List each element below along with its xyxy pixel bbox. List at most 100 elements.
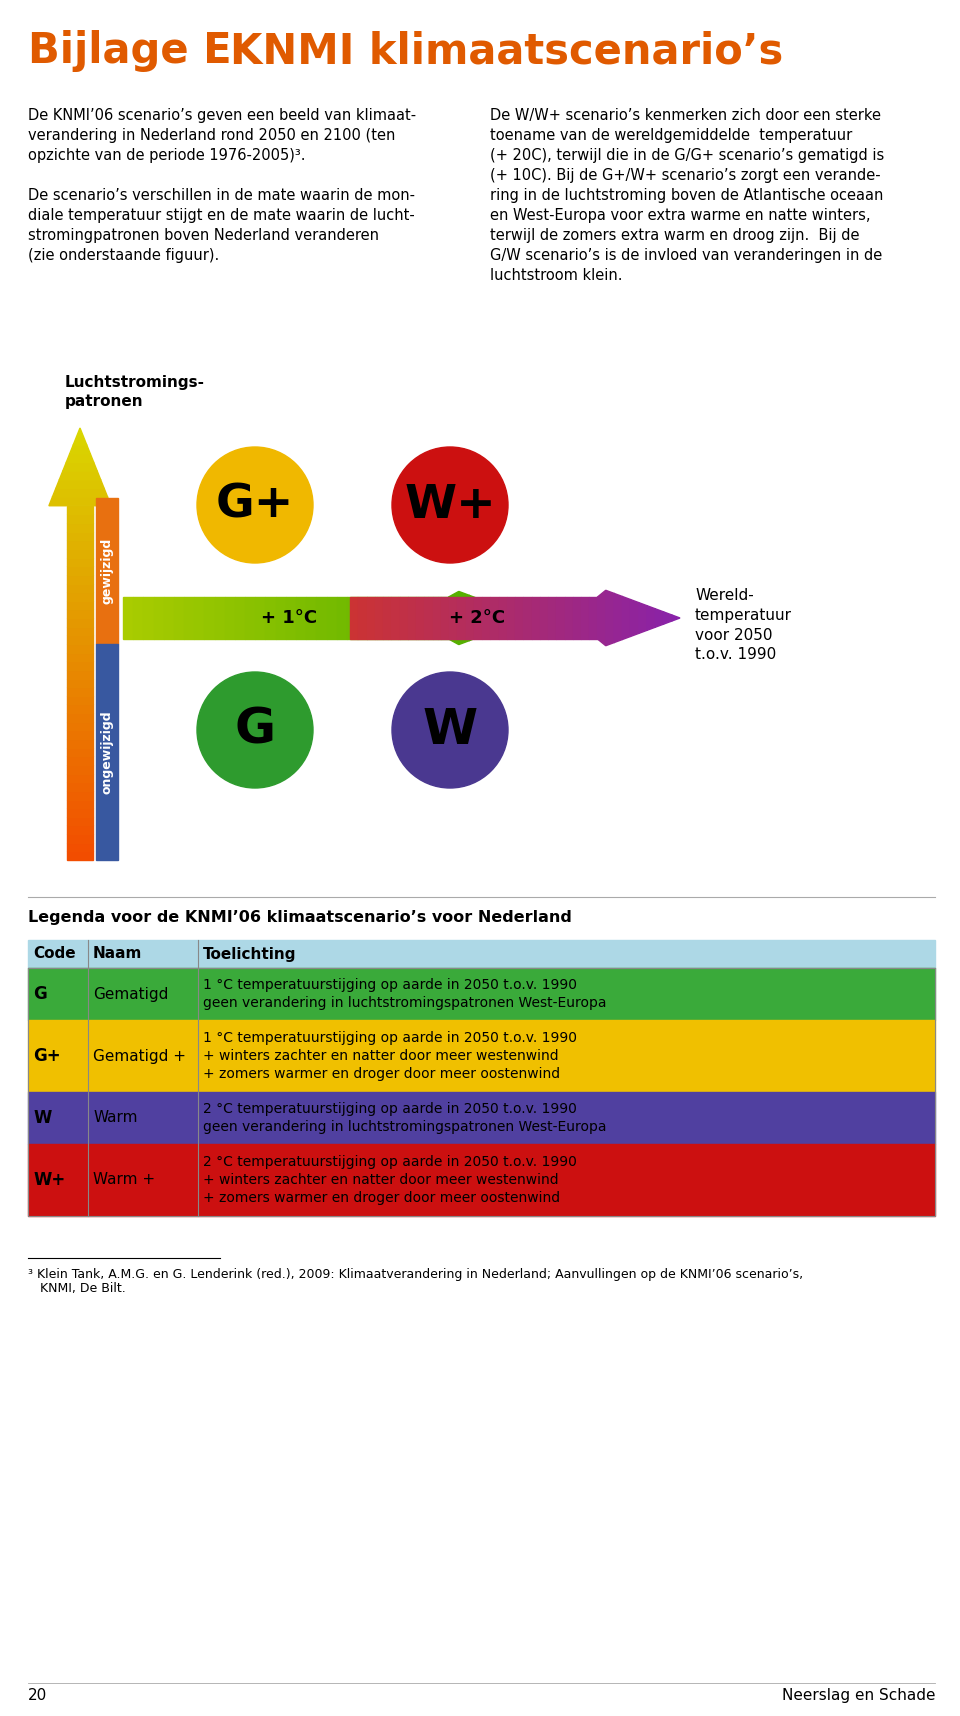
Polygon shape — [428, 597, 439, 638]
Polygon shape — [77, 427, 84, 436]
Text: 2 °C temperatuurstijging op aarde in 2050 t.o.v. 1990: 2 °C temperatuurstijging op aarde in 205… — [203, 1155, 577, 1169]
Text: opzichte van de periode 1976-2005)³.: opzichte van de periode 1976-2005)³. — [28, 148, 305, 163]
Text: Gematigd +: Gematigd + — [93, 1048, 186, 1064]
Polygon shape — [448, 592, 459, 645]
Polygon shape — [73, 436, 87, 444]
Polygon shape — [67, 644, 93, 652]
Polygon shape — [459, 592, 468, 645]
Text: gewijzigd: gewijzigd — [101, 537, 113, 604]
Polygon shape — [70, 444, 90, 455]
Polygon shape — [358, 597, 367, 638]
Polygon shape — [67, 652, 93, 661]
Text: W: W — [422, 705, 477, 753]
Polygon shape — [53, 489, 108, 498]
Bar — [28, 1091, 935, 1145]
Polygon shape — [123, 597, 133, 638]
Polygon shape — [663, 613, 672, 625]
Polygon shape — [466, 597, 473, 638]
Polygon shape — [67, 705, 93, 714]
Polygon shape — [367, 597, 377, 638]
Polygon shape — [67, 808, 93, 817]
Polygon shape — [154, 597, 164, 638]
Polygon shape — [408, 597, 416, 638]
Text: Gematigd: Gematigd — [93, 987, 168, 1002]
Polygon shape — [374, 597, 383, 638]
Circle shape — [197, 673, 313, 788]
Polygon shape — [433, 597, 441, 638]
Polygon shape — [235, 597, 245, 638]
Polygon shape — [424, 597, 433, 638]
Text: G/W scenario’s is de invloed van veranderingen in de: G/W scenario’s is de invloed van verande… — [490, 249, 882, 263]
Polygon shape — [67, 541, 93, 549]
Circle shape — [392, 673, 508, 788]
Polygon shape — [67, 583, 93, 592]
Polygon shape — [631, 599, 638, 637]
Polygon shape — [67, 601, 93, 609]
Polygon shape — [564, 597, 573, 638]
Text: Legenda voor de KNMI’06 klimaatscenario’s voor Nederland: Legenda voor de KNMI’06 klimaatscenario’… — [28, 909, 572, 925]
Polygon shape — [337, 597, 347, 638]
Polygon shape — [439, 597, 448, 638]
Text: en West-Europa voor extra warme en natte winters,: en West-Europa voor extra warme en natte… — [490, 208, 871, 223]
Polygon shape — [67, 748, 93, 757]
Text: KNMI, De Bilt.: KNMI, De Bilt. — [28, 1282, 126, 1296]
Polygon shape — [62, 463, 97, 472]
Text: Warm +: Warm + — [93, 1172, 156, 1187]
Polygon shape — [350, 597, 358, 638]
Polygon shape — [67, 609, 93, 618]
Bar — [96, 498, 118, 644]
Polygon shape — [67, 697, 93, 705]
Text: diale temperatuur stijgt en de mate waarin de lucht-: diale temperatuur stijgt en de mate waar… — [28, 208, 415, 223]
Polygon shape — [67, 549, 93, 558]
Polygon shape — [357, 597, 367, 638]
Text: Luchtstromings-
patronen: Luchtstromings- patronen — [65, 376, 205, 408]
Polygon shape — [67, 825, 93, 834]
Text: KNMI klimaatscenario’s: KNMI klimaatscenario’s — [230, 29, 783, 72]
Polygon shape — [597, 590, 606, 645]
Polygon shape — [67, 817, 93, 825]
Polygon shape — [266, 597, 276, 638]
Polygon shape — [468, 595, 479, 640]
Polygon shape — [67, 714, 93, 722]
Polygon shape — [383, 597, 392, 638]
Polygon shape — [245, 597, 255, 638]
Polygon shape — [523, 597, 532, 638]
Polygon shape — [510, 611, 519, 626]
Polygon shape — [490, 602, 499, 633]
Text: 1 °C temperatuurstijging op aarde in 2050 t.o.v. 1990: 1 °C temperatuurstijging op aarde in 205… — [203, 1031, 577, 1045]
Polygon shape — [184, 597, 194, 638]
Text: Warm: Warm — [93, 1110, 137, 1126]
Text: toename van de wereldgemiddelde  temperatuur: toename van de wereldgemiddelde temperat… — [490, 129, 852, 142]
Polygon shape — [67, 800, 93, 808]
Text: 2 °C temperatuurstijging op aarde in 2050 t.o.v. 1990: 2 °C temperatuurstijging op aarde in 205… — [203, 1102, 577, 1117]
Polygon shape — [67, 791, 93, 800]
Text: De W/W+ scenario’s kenmerken zich door een sterke: De W/W+ scenario’s kenmerken zich door e… — [490, 108, 881, 124]
Text: geen verandering in luchtstromingspatronen West-Europa: geen verandering in luchtstromingspatron… — [203, 1119, 607, 1134]
Text: G: G — [234, 705, 276, 753]
Polygon shape — [347, 597, 357, 638]
Text: (+ 10C). Bij de G+/W+ scenario’s zorgt een verande-: (+ 10C). Bij de G+/W+ scenario’s zorgt e… — [490, 168, 880, 184]
Text: geen verandering in luchtstromingspatronen West-Europa: geen verandering in luchtstromingspatron… — [203, 995, 607, 1009]
Polygon shape — [67, 669, 93, 678]
Text: W+: W+ — [33, 1170, 65, 1189]
Polygon shape — [67, 592, 93, 601]
Polygon shape — [479, 599, 490, 637]
Text: Wereld-
temperatuur
voor 2050
t.o.v. 1990: Wereld- temperatuur voor 2050 t.o.v. 199… — [695, 589, 792, 662]
Polygon shape — [67, 618, 93, 626]
Bar — [28, 968, 935, 1019]
Polygon shape — [164, 597, 174, 638]
Polygon shape — [377, 597, 388, 638]
Polygon shape — [482, 597, 491, 638]
Polygon shape — [67, 851, 93, 860]
Polygon shape — [306, 597, 317, 638]
Text: + zomers warmer en droger door meer oostenwind: + zomers warmer en droger door meer oost… — [203, 1191, 560, 1205]
Text: 20: 20 — [28, 1689, 47, 1702]
Text: + 1°C: + 1°C — [261, 609, 317, 626]
Polygon shape — [672, 614, 680, 621]
Polygon shape — [638, 602, 647, 633]
Polygon shape — [204, 597, 215, 638]
Bar — [28, 1019, 935, 1091]
Polygon shape — [399, 597, 408, 638]
Polygon shape — [296, 597, 306, 638]
Polygon shape — [519, 614, 530, 621]
